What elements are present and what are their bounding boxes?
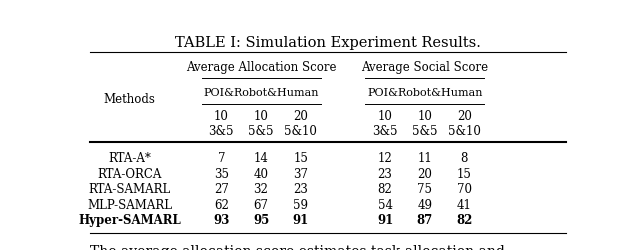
Text: 20: 20 (293, 109, 308, 122)
Text: 10: 10 (214, 109, 228, 122)
Text: MLP-SAMARL: MLP-SAMARL (87, 198, 172, 211)
Text: 5&5: 5&5 (248, 124, 274, 138)
Text: 82: 82 (378, 182, 392, 195)
Text: 49: 49 (417, 198, 432, 211)
Text: Methods: Methods (104, 93, 156, 106)
Text: 10: 10 (417, 109, 432, 122)
Text: 91: 91 (377, 213, 393, 226)
Text: 15: 15 (457, 167, 472, 180)
Text: RTA-ORCA: RTA-ORCA (97, 167, 162, 180)
Text: 41: 41 (457, 198, 472, 211)
Text: 14: 14 (253, 152, 268, 164)
Text: 35: 35 (214, 167, 229, 180)
Text: The average allocation score estimates task allocation and: The average allocation score estimates t… (90, 244, 505, 250)
Text: 5&10: 5&10 (284, 124, 317, 138)
Text: 3&5: 3&5 (209, 124, 234, 138)
Text: 62: 62 (214, 198, 228, 211)
Text: Average Social Score: Average Social Score (361, 61, 488, 74)
Text: 87: 87 (417, 213, 433, 226)
Text: 20: 20 (417, 167, 432, 180)
Text: 3&5: 3&5 (372, 124, 398, 138)
Text: 32: 32 (253, 182, 268, 195)
Text: 5&10: 5&10 (448, 124, 481, 138)
Text: RTA-SAMARL: RTA-SAMARL (88, 182, 171, 195)
Text: 54: 54 (378, 198, 392, 211)
Text: 95: 95 (253, 213, 269, 226)
Text: 27: 27 (214, 182, 228, 195)
Text: POI&Robot&Human: POI&Robot&Human (204, 88, 319, 98)
Text: 23: 23 (293, 182, 308, 195)
Text: 10: 10 (378, 109, 392, 122)
Text: 8: 8 (461, 152, 468, 164)
Text: Hyper-SAMARL: Hyper-SAMARL (78, 213, 181, 226)
Text: 7: 7 (218, 152, 225, 164)
Text: POI&Robot&Human: POI&Robot&Human (367, 88, 483, 98)
Text: 5&5: 5&5 (412, 124, 438, 138)
Text: RTA-A*: RTA-A* (108, 152, 151, 164)
Text: 59: 59 (293, 198, 308, 211)
Text: 75: 75 (417, 182, 432, 195)
Text: TABLE I: Simulation Experiment Results.: TABLE I: Simulation Experiment Results. (175, 36, 481, 50)
Text: 82: 82 (456, 213, 472, 226)
Text: 20: 20 (457, 109, 472, 122)
Text: 67: 67 (253, 198, 269, 211)
Text: 23: 23 (378, 167, 392, 180)
Text: 11: 11 (417, 152, 432, 164)
Text: 12: 12 (378, 152, 392, 164)
Text: 70: 70 (457, 182, 472, 195)
Text: 40: 40 (253, 167, 269, 180)
Text: 10: 10 (253, 109, 268, 122)
Text: 37: 37 (293, 167, 308, 180)
Text: 93: 93 (213, 213, 230, 226)
Text: 15: 15 (293, 152, 308, 164)
Text: 91: 91 (292, 213, 309, 226)
Text: Average Allocation Score: Average Allocation Score (186, 61, 336, 74)
